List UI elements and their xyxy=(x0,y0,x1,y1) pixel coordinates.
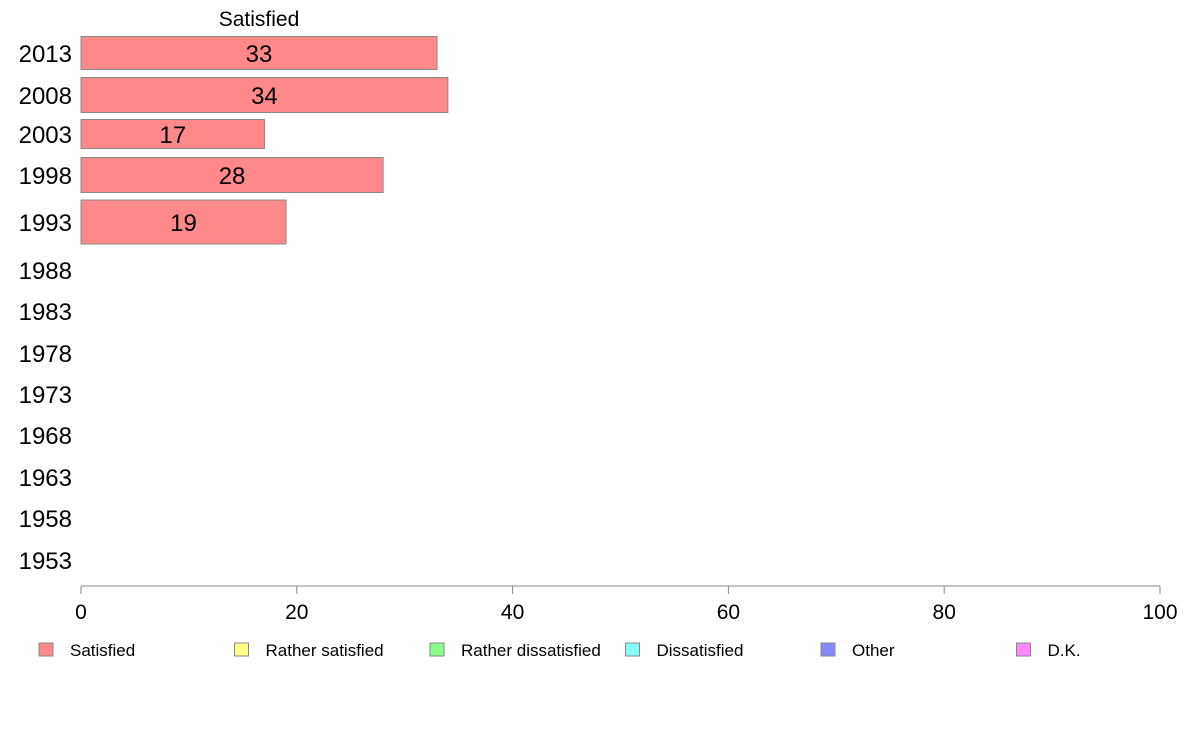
bar-2013-s0 xyxy=(80,36,438,70)
bar-2003-s0 xyxy=(80,119,265,149)
year-label-2003: 2003 xyxy=(19,122,72,149)
x-tick-label-40: 40 xyxy=(501,601,524,624)
legend-label-2: Rather dissatisfied xyxy=(461,641,601,660)
bar-2008-s0 xyxy=(80,77,449,113)
year-label-1958: 1958 xyxy=(19,506,72,533)
legend-label-4: Other xyxy=(852,641,895,660)
legend-label-0: Satisfied xyxy=(70,641,135,660)
year-label-1983: 1983 xyxy=(19,299,72,326)
value-label-2003-s0: 17 xyxy=(159,122,186,149)
bar-1998-s0 xyxy=(80,157,384,193)
legend-swatch-3 xyxy=(625,642,640,657)
year-label-1993: 1993 xyxy=(19,210,72,237)
legend-swatch-1 xyxy=(234,642,249,657)
bars: 33 34 17 28 19 xyxy=(80,36,449,245)
year-label-1968: 1968 xyxy=(19,423,72,450)
year-label-1988: 1988 xyxy=(19,258,72,285)
legend-swatch-4 xyxy=(820,642,836,657)
legend: Satisfied Rather satisfied Rather dissatis… xyxy=(38,641,1081,660)
year-label-1973: 1973 xyxy=(19,382,72,409)
x-axis: 0 20 40 60 80 100 xyxy=(75,585,1178,624)
year-label-1963: 1963 xyxy=(19,465,72,492)
legend-swatch-2 xyxy=(429,642,445,657)
legend-swatch-5 xyxy=(1016,642,1031,657)
legend-label-1: Rather satisfied xyxy=(266,641,384,660)
x-tick-label-60: 60 xyxy=(717,601,740,624)
year-label-1978: 1978 xyxy=(19,341,72,368)
value-label-1998-s0: 28 xyxy=(219,163,246,190)
legend-swatch-0 xyxy=(38,642,54,657)
bar-1993-s0 xyxy=(80,199,287,245)
value-label-2013-s0: 33 xyxy=(246,41,273,68)
legend-label-3: Dissatisfied xyxy=(657,641,744,660)
column-title: Satisfied xyxy=(219,8,300,31)
value-label-2008-s0: 34 xyxy=(251,83,278,110)
year-label-2013: 2013 xyxy=(19,41,72,68)
year-label-2008: 2008 xyxy=(19,83,72,110)
year-label-1998: 1998 xyxy=(19,163,72,190)
year-label-1953: 1953 xyxy=(19,548,72,575)
value-label-1993-s0: 19 xyxy=(170,210,197,237)
year-labels: 2013 2008 2003 1998 1993 1988 1983 1978 1973 1968… xyxy=(19,41,72,575)
x-tick-label-100: 100 xyxy=(1142,601,1177,624)
legend-label-5: D.K. xyxy=(1048,641,1081,660)
x-tick-label-20: 20 xyxy=(285,601,308,624)
x-tick-label-80: 80 xyxy=(933,601,956,624)
x-tick-label-0: 0 xyxy=(75,601,87,624)
